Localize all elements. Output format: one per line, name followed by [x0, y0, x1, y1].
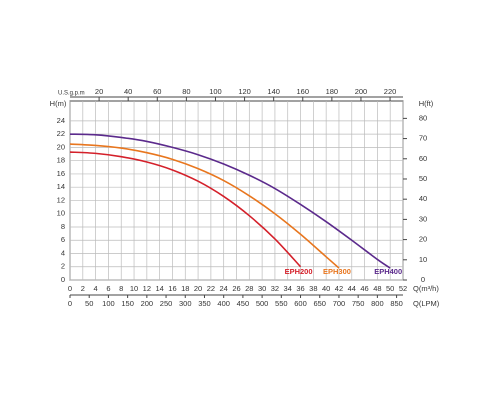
- x3-tick-label: 160: [297, 87, 310, 96]
- x-tick-label: 46: [360, 284, 368, 293]
- x-tick-label: 14: [155, 284, 163, 293]
- x3-tick-label: 100: [209, 87, 222, 96]
- x-tick-label: 12: [143, 284, 151, 293]
- curve: [69, 133, 391, 269]
- y-tick-label: 8: [61, 222, 65, 231]
- y-tick-label: 10: [57, 209, 65, 218]
- x2-tick-label: 150: [121, 299, 134, 308]
- x-tick-label: 42: [335, 284, 343, 293]
- x-tick-label: 4: [94, 284, 98, 293]
- x-axis-label: Q(m³/h): [413, 284, 439, 293]
- x-tick-label: 32: [271, 284, 279, 293]
- y2-tick-label: 30: [419, 214, 427, 223]
- series-label: EPH400: [374, 267, 402, 276]
- y-tick-label: 20: [57, 142, 65, 151]
- x3-tick-label: 200: [355, 87, 368, 96]
- x2-tick-label: 450: [237, 299, 250, 308]
- series-label: EPH200: [285, 267, 313, 276]
- y2-tick-label: 50: [419, 174, 427, 183]
- x2-tick-label: 50: [85, 299, 93, 308]
- x2-tick-label: 550: [275, 299, 288, 308]
- x3-tick-label: 60: [153, 87, 161, 96]
- x2-tick-label: 0: [68, 299, 72, 308]
- x3-tick-label: 140: [267, 87, 280, 96]
- y2-tick-label: 20: [419, 235, 427, 244]
- y-axis-label: H(m): [50, 99, 67, 108]
- x-tick-label: 22: [207, 284, 215, 293]
- x2-tick-label: 600: [294, 299, 307, 308]
- series-label: EPH300: [323, 267, 351, 276]
- y2-tick-label: 80: [419, 113, 427, 122]
- x2-tick-label: 800: [371, 299, 384, 308]
- x-tick-label: 34: [284, 284, 292, 293]
- x2-tick-label: 400: [217, 299, 230, 308]
- y-tick-label: 2: [61, 262, 65, 271]
- x2-tick-label: 650: [313, 299, 326, 308]
- x3-tick-label: 40: [124, 87, 132, 96]
- x-tick-label: 30: [258, 284, 266, 293]
- x-tick-label: 48: [373, 284, 381, 293]
- y-tick-label: 0: [61, 275, 65, 284]
- x2-tick-label: 850: [390, 299, 403, 308]
- x3-axis-label: U.S.g.p.m: [58, 91, 85, 97]
- x-tick-label: 40: [322, 284, 330, 293]
- y-tick-label: 6: [61, 235, 65, 244]
- y-tick-label: 16: [57, 169, 65, 178]
- y-tick-label: 22: [57, 129, 65, 138]
- curve: [69, 151, 302, 268]
- x-tick-label: 38: [309, 284, 317, 293]
- y2-tick-label: 70: [419, 134, 427, 143]
- x2-axis-label: Q(LPM): [413, 299, 440, 308]
- y-tick-label: 12: [57, 195, 65, 204]
- x2-tick-label: 500: [256, 299, 269, 308]
- x2-tick-label: 250: [160, 299, 173, 308]
- x-tick-label: 36: [296, 284, 304, 293]
- x-tick-label: 20: [194, 284, 202, 293]
- x2-tick-label: 300: [179, 299, 192, 308]
- x3-tick-label: 20: [95, 87, 103, 96]
- x-tick-label: 24: [220, 284, 228, 293]
- x3-tick-label: 80: [182, 87, 190, 96]
- y2-tick-label: 0: [421, 275, 425, 284]
- x-tick-label: 26: [232, 284, 240, 293]
- x2-tick-label: 350: [198, 299, 211, 308]
- y-tick-label: 4: [61, 248, 65, 257]
- y2-tick-label: 10: [419, 255, 427, 264]
- x-tick-label: 44: [348, 284, 356, 293]
- x-tick-label: 6: [106, 284, 110, 293]
- x2-tick-label: 750: [352, 299, 365, 308]
- x3-tick-label: 180: [326, 87, 339, 96]
- x-tick-label: 8: [119, 284, 123, 293]
- x-tick-label: 10: [130, 284, 138, 293]
- y2-tick-label: 40: [419, 194, 427, 203]
- x-tick-label: 52: [399, 284, 407, 293]
- curve: [69, 143, 340, 269]
- y-tick-label: 18: [57, 156, 65, 165]
- x2-tick-label: 700: [333, 299, 346, 308]
- x-tick-label: 28: [245, 284, 253, 293]
- x-tick-label: 18: [181, 284, 189, 293]
- x-tick-label: 50: [386, 284, 394, 293]
- x-tick-label: 0: [68, 284, 72, 293]
- x2-tick-label: 100: [102, 299, 115, 308]
- y-tick-label: 24: [57, 116, 65, 125]
- x-tick-label: 16: [168, 284, 176, 293]
- x-tick-label: 2: [81, 284, 85, 293]
- x3-tick-label: 220: [384, 87, 397, 96]
- y2-tick-label: 60: [419, 154, 427, 163]
- x3-tick-label: 120: [238, 87, 251, 96]
- x2-tick-label: 200: [141, 299, 154, 308]
- y-tick-label: 14: [57, 182, 65, 191]
- y2-axis-label: H(ft): [419, 99, 434, 108]
